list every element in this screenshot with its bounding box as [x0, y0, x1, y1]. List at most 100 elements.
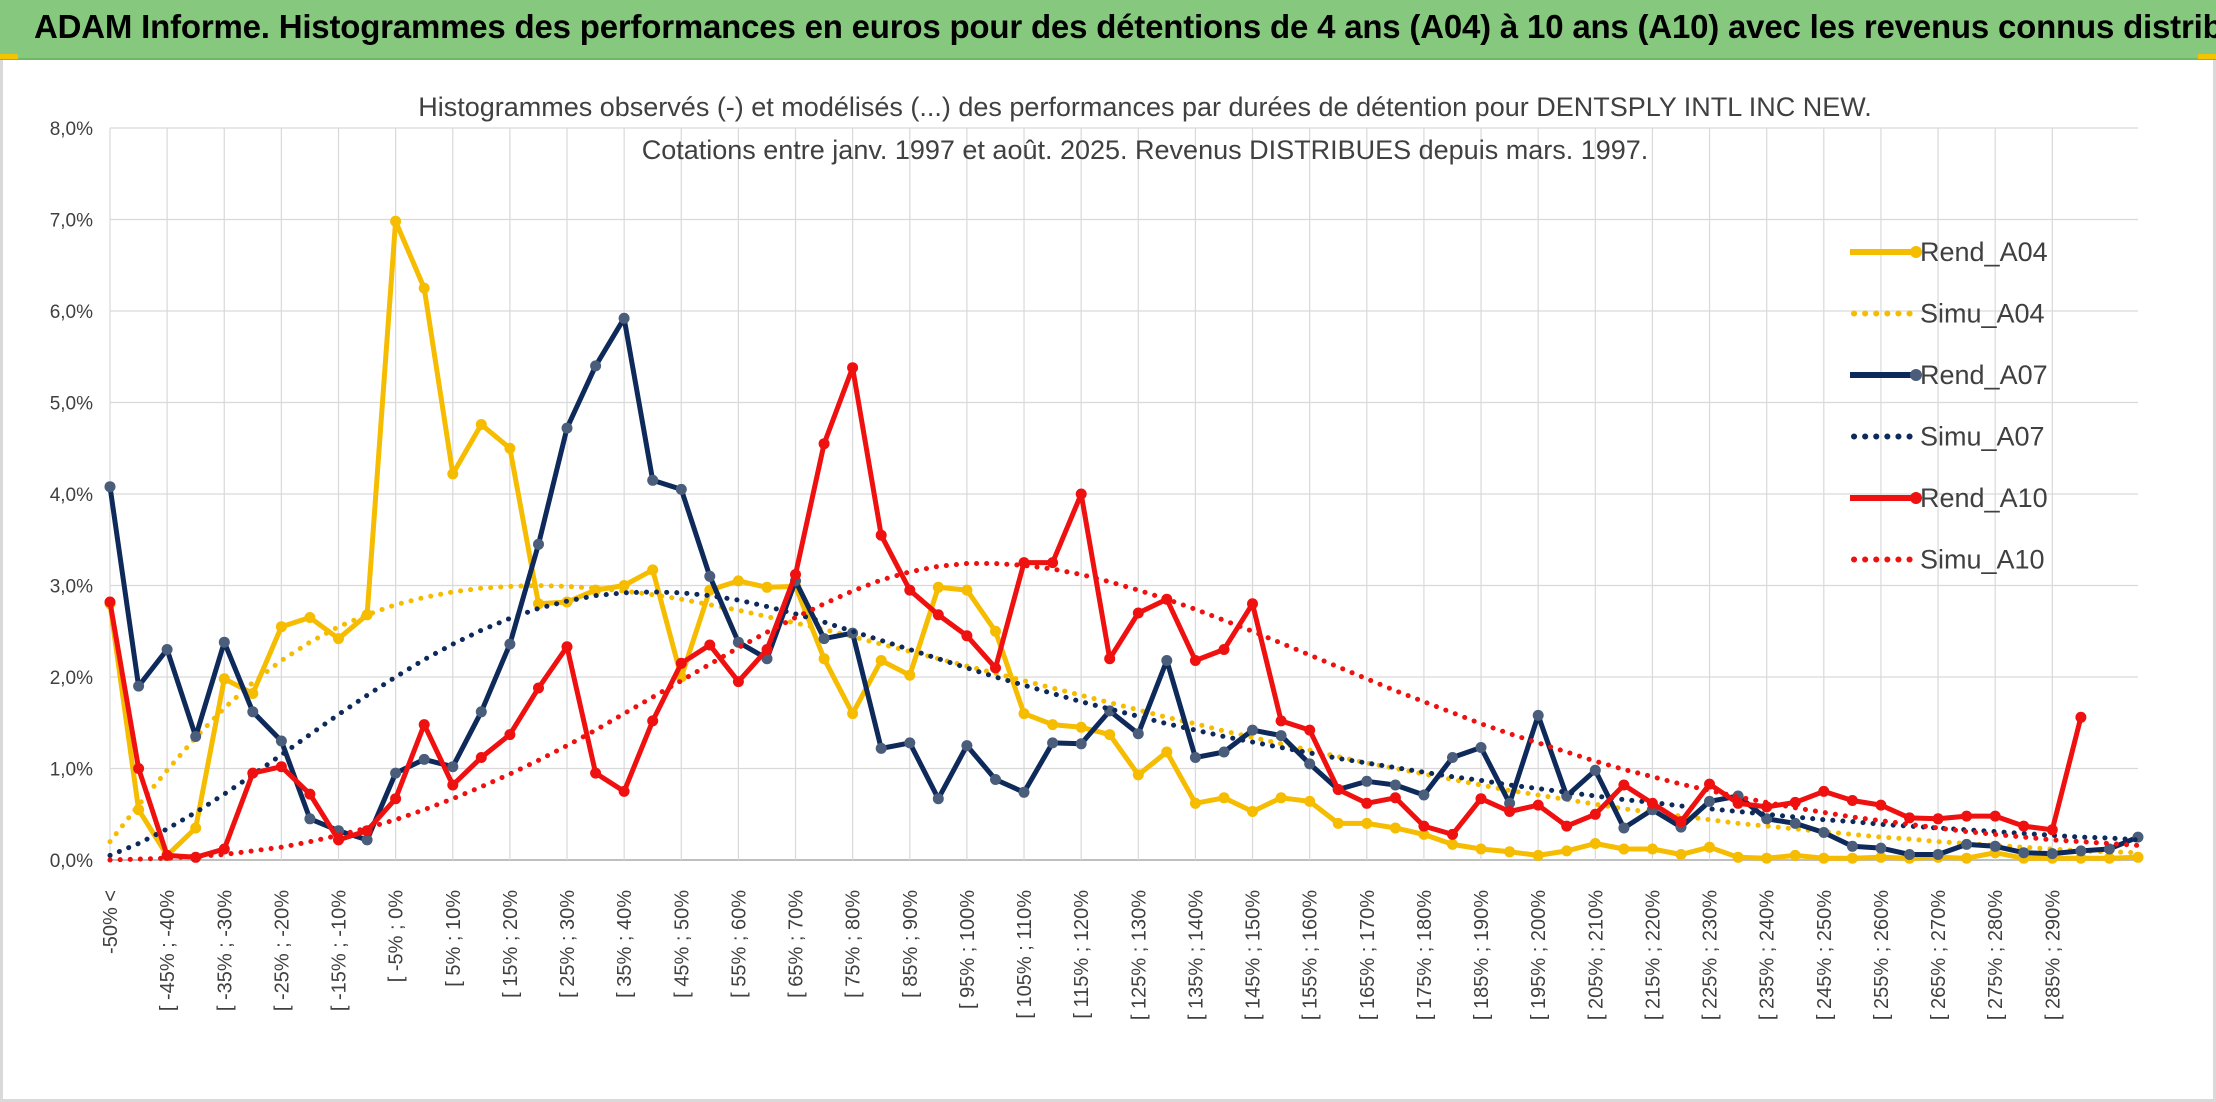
rend-a04-point — [1789, 849, 1801, 861]
rend-a04-point — [1275, 792, 1287, 804]
rend-a07-point — [904, 737, 916, 749]
rend-a07-point — [104, 481, 116, 493]
rend-a10-point — [247, 767, 259, 779]
rend-a10-point — [961, 630, 973, 642]
rend-a07-point — [2103, 843, 2115, 855]
rend-a04-point — [1104, 729, 1116, 741]
rend-a04-point — [847, 708, 859, 720]
rend-a10-point — [790, 569, 801, 580]
x-tick-label: [ 145% ; 150% — [1243, 890, 1265, 1020]
rend-a07-point — [618, 312, 630, 324]
rend-a07-point — [1475, 742, 1487, 753]
rend-a07-point — [361, 834, 373, 846]
rend-a10-point — [875, 529, 887, 541]
rend-a10-point — [1304, 724, 1316, 736]
rend-a04-point — [304, 612, 316, 623]
rend-a10-point — [1104, 653, 1116, 665]
rend-a07-point — [990, 774, 1001, 785]
x-tick-label: [ 245% ; 250% — [1814, 890, 1836, 1020]
rend-a10-point — [1275, 715, 1287, 727]
report-banner: ADAM Informe. Histogrammes des performan… — [0, 0, 2216, 60]
x-tick-label: [ 105% ; 110% — [1014, 890, 1036, 1019]
rend-a07-point — [1789, 817, 1801, 829]
x-tick-label: [ 15% ; 20% — [500, 890, 522, 998]
chart-title-line: Histogrammes observés (-) et modélisés (… — [418, 92, 1872, 122]
legend-marker-rend-a04 — [1910, 246, 1922, 258]
x-tick-label: [ -25% ; -20% — [271, 890, 293, 1011]
rend-a07-point — [647, 474, 659, 486]
rend-a04-point — [218, 673, 230, 685]
x-tick-label: [ 65% ; 70% — [786, 890, 808, 998]
rend-a04-point — [390, 215, 402, 227]
simu-a07-line — [107, 589, 2141, 858]
rend-a04-point — [1047, 719, 1059, 731]
rend-a04-point — [761, 581, 773, 593]
rend-a07-point — [2018, 847, 2030, 859]
rend-a07-point — [275, 735, 287, 747]
rend-a07-point — [1932, 849, 1944, 860]
rend-a04-point — [1875, 851, 1887, 863]
rend-a07-point — [1761, 813, 1773, 825]
rend-a07-point — [1361, 775, 1373, 787]
x-tick-label: [ 35% ; 40% — [614, 890, 636, 998]
rend-a04-point — [961, 584, 973, 596]
x-tick-label: [ 155% ; 160% — [1300, 890, 1322, 1020]
rend-a10-point — [1361, 797, 1373, 809]
rend-a07-point — [533, 538, 544, 550]
rend-a07-point — [504, 638, 516, 650]
rend-a10-point — [904, 584, 916, 596]
legend-label-simu-a10: Simu_A10 — [1920, 545, 2045, 575]
rend-a10-point — [1961, 810, 1973, 822]
rend-a04-point — [2103, 852, 2115, 864]
rend-a10-point — [1447, 828, 1458, 840]
rend-a10-point — [475, 752, 487, 763]
rend-a10-point — [418, 719, 430, 731]
rend-a10-point — [1389, 792, 1401, 804]
rend-a10-point — [190, 851, 202, 863]
rend-a10-point — [1332, 784, 1344, 795]
x-tick-label: [ 125% ; 130% — [1128, 890, 1150, 1020]
rend-a04-point — [875, 655, 887, 666]
simu-a04-line — [107, 583, 2141, 856]
rend-a10-point — [590, 767, 602, 779]
x-tick-label: [ -5% ; 0% — [386, 890, 408, 982]
rend-a10-point — [504, 729, 516, 741]
y-tick-label: 7,0% — [50, 211, 93, 232]
rend-a04-point — [1332, 817, 1344, 829]
rend-a07-point — [1247, 724, 1258, 736]
rend-a07-point — [218, 636, 230, 648]
x-tick-label: [ -15% ; -10% — [329, 890, 351, 1011]
rend-a04-point — [904, 669, 916, 681]
rend-a10-point — [133, 763, 145, 774]
rend-a10-point — [1761, 801, 1773, 813]
x-tick-label: [ 225% ; 230% — [1700, 890, 1722, 1020]
rend-a04-point — [1504, 846, 1516, 858]
x-tick-label: [ 165% ; 170% — [1357, 890, 1379, 1020]
rend-a10-point — [1532, 799, 1544, 811]
rend-a10-point — [561, 641, 573, 653]
x-tick-label: [ 205% ; 210% — [1585, 890, 1607, 1020]
rend-a04-point — [1646, 843, 1658, 855]
rend-a04-point — [1846, 852, 1858, 864]
rend-a07-point — [1818, 827, 1830, 838]
y-tick-label: 4,0% — [50, 485, 93, 506]
rend-a10-point — [618, 785, 630, 797]
rend-a04-point — [990, 625, 1001, 637]
rend-a07-point — [590, 360, 602, 372]
rend-a07-point — [1275, 730, 1287, 742]
rend-a07-point — [1904, 849, 1915, 860]
rend-a10-point — [1989, 810, 2001, 822]
x-tick-label: [ 215% ; 220% — [1642, 890, 1664, 1020]
rend-a10-point — [818, 438, 830, 450]
rend-a04-point — [333, 633, 344, 645]
rend-a04-point — [1389, 822, 1401, 834]
x-tick-label: [ -35% ; -30% — [214, 890, 236, 1011]
rend-a10-point — [1047, 557, 1059, 569]
rend-a07-point — [1418, 789, 1430, 801]
legend-label-simu-a07: Simu_A07 — [1920, 422, 2045, 452]
rend-a04-point — [447, 468, 459, 480]
x-tick-label: [ 285% ; 290% — [2042, 890, 2064, 1020]
rend-a07-point — [161, 644, 173, 655]
chart-legend: Rend_A04 Simu_A04 Rend_A07 Simu_A07 Rend_A10… — [1850, 237, 2048, 575]
rend-a04-point — [133, 804, 145, 816]
